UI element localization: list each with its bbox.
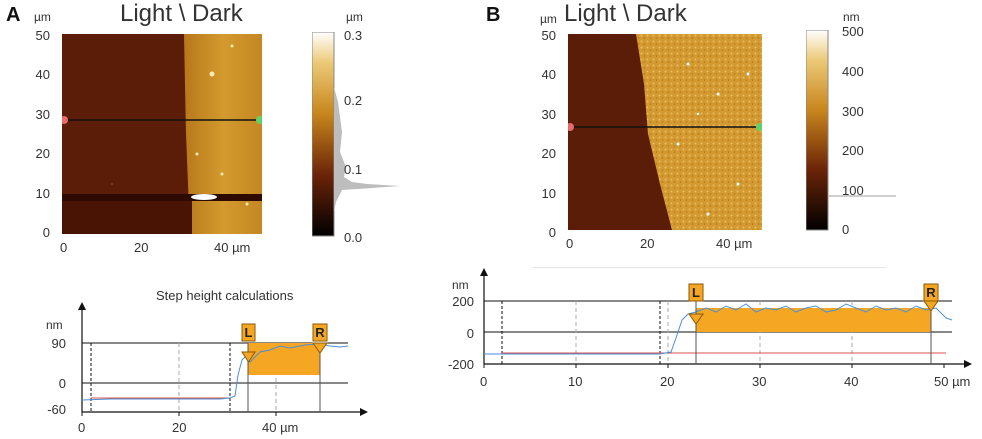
profile-x-tick: 0: [78, 420, 86, 435]
profile-unit-a: nm: [46, 318, 63, 332]
image-y-tick: 30: [541, 107, 556, 122]
profile-y-tick: 0: [58, 376, 66, 391]
profile-y-tick: 0: [466, 326, 474, 341]
profile-x-tick: 50 µm: [934, 374, 971, 389]
image-x-tick: 0: [60, 240, 68, 255]
profile-x-tick: 20: [172, 420, 187, 435]
colorbar-tick: 0.1: [344, 162, 363, 177]
image-y-tick: 10: [35, 186, 50, 201]
panel-letter-a: A: [6, 4, 21, 26]
colorbar-tick: 300: [842, 104, 864, 119]
marker-l-b[interactable]: L: [688, 283, 704, 325]
colorbar-b: [806, 30, 896, 231]
marker-l-a[interactable]: L: [241, 323, 256, 363]
image-x-tick: 20: [134, 240, 149, 255]
step-height-region: [248, 343, 320, 375]
marker-l-label: L: [692, 285, 700, 300]
colorbar-tick: 0: [842, 222, 850, 237]
colorbar-tick: 0.3: [344, 28, 363, 43]
image-y-tick: 30: [35, 107, 50, 122]
image-y-tick: 40: [541, 67, 556, 82]
scan-end-dot[interactable]: [756, 123, 762, 131]
afm-image-b: [568, 34, 762, 230]
image-y-tick: 20: [35, 146, 50, 161]
profile-x-tick: 10: [568, 374, 583, 389]
image-y-tick: 10: [541, 186, 556, 201]
profile-x-tick: 40 µm: [262, 420, 299, 435]
scan-start-dot[interactable]: [568, 123, 574, 131]
image-unit-a: µm: [34, 10, 51, 24]
colorbar-unit-b: nm: [843, 10, 860, 24]
marker-r-label: R: [315, 325, 325, 340]
colorbar-a: [312, 32, 400, 237]
afm-title-b: Light \ Dark: [564, 0, 687, 27]
colorbar-tick: 200: [842, 143, 864, 158]
marker-r-b[interactable]: R: [923, 283, 939, 312]
profile-y-tick: 90: [51, 336, 66, 351]
colorbar-tick: 400: [842, 64, 864, 79]
profile-y-tick: 200: [452, 294, 474, 309]
image-x-tick: 40 µm: [214, 240, 251, 255]
image-y-tick: 50: [35, 28, 50, 43]
profile-x-tick: 20: [660, 374, 675, 389]
image-y-tick: 40: [35, 67, 50, 82]
scan-end-dot[interactable]: [256, 116, 262, 124]
image-unit-b: µm: [540, 12, 557, 26]
profile-y-tick: -200: [447, 357, 474, 372]
marker-r-label: R: [926, 285, 936, 300]
profile-x-tick: 0: [480, 374, 488, 389]
afm-image-a: [62, 34, 262, 234]
image-x-tick: 0: [566, 236, 574, 251]
colorbar-tick: 100: [842, 183, 864, 198]
profile-x-tick: 40: [844, 374, 859, 389]
profile-unit-b: nm: [452, 278, 469, 292]
image-y-tick: 50: [541, 28, 556, 43]
colorbar-tick: 0.2: [344, 93, 363, 108]
image-y-tick: 0: [548, 225, 556, 240]
profile-plot-b: L R: [480, 268, 972, 368]
divider: [532, 267, 886, 268]
profile-x-tick: 30: [752, 374, 767, 389]
marker-r-a[interactable]: R: [312, 323, 328, 354]
profile-title-a: Step height calculations: [156, 288, 294, 303]
marker-l-label: L: [245, 325, 253, 340]
image-y-tick: 20: [541, 146, 556, 161]
scan-start-dot[interactable]: [62, 116, 68, 124]
afm-title-a: Light \ Dark: [120, 0, 243, 27]
colorbar-unit-a: µm: [346, 10, 363, 24]
step-height-region: [696, 308, 931, 332]
colorbar-tick: 500: [842, 24, 864, 39]
image-x-tick: 20: [640, 236, 655, 251]
colorbar-tick: 0.0: [344, 230, 363, 245]
image-x-tick: 40 µm: [716, 236, 753, 251]
panel-letter-b: B: [486, 4, 501, 26]
profile-plot-a: L R: [78, 302, 368, 416]
image-y-tick: 0: [42, 225, 50, 240]
profile-curve-b: [484, 303, 953, 355]
profile-y-tick: -60: [47, 402, 66, 417]
